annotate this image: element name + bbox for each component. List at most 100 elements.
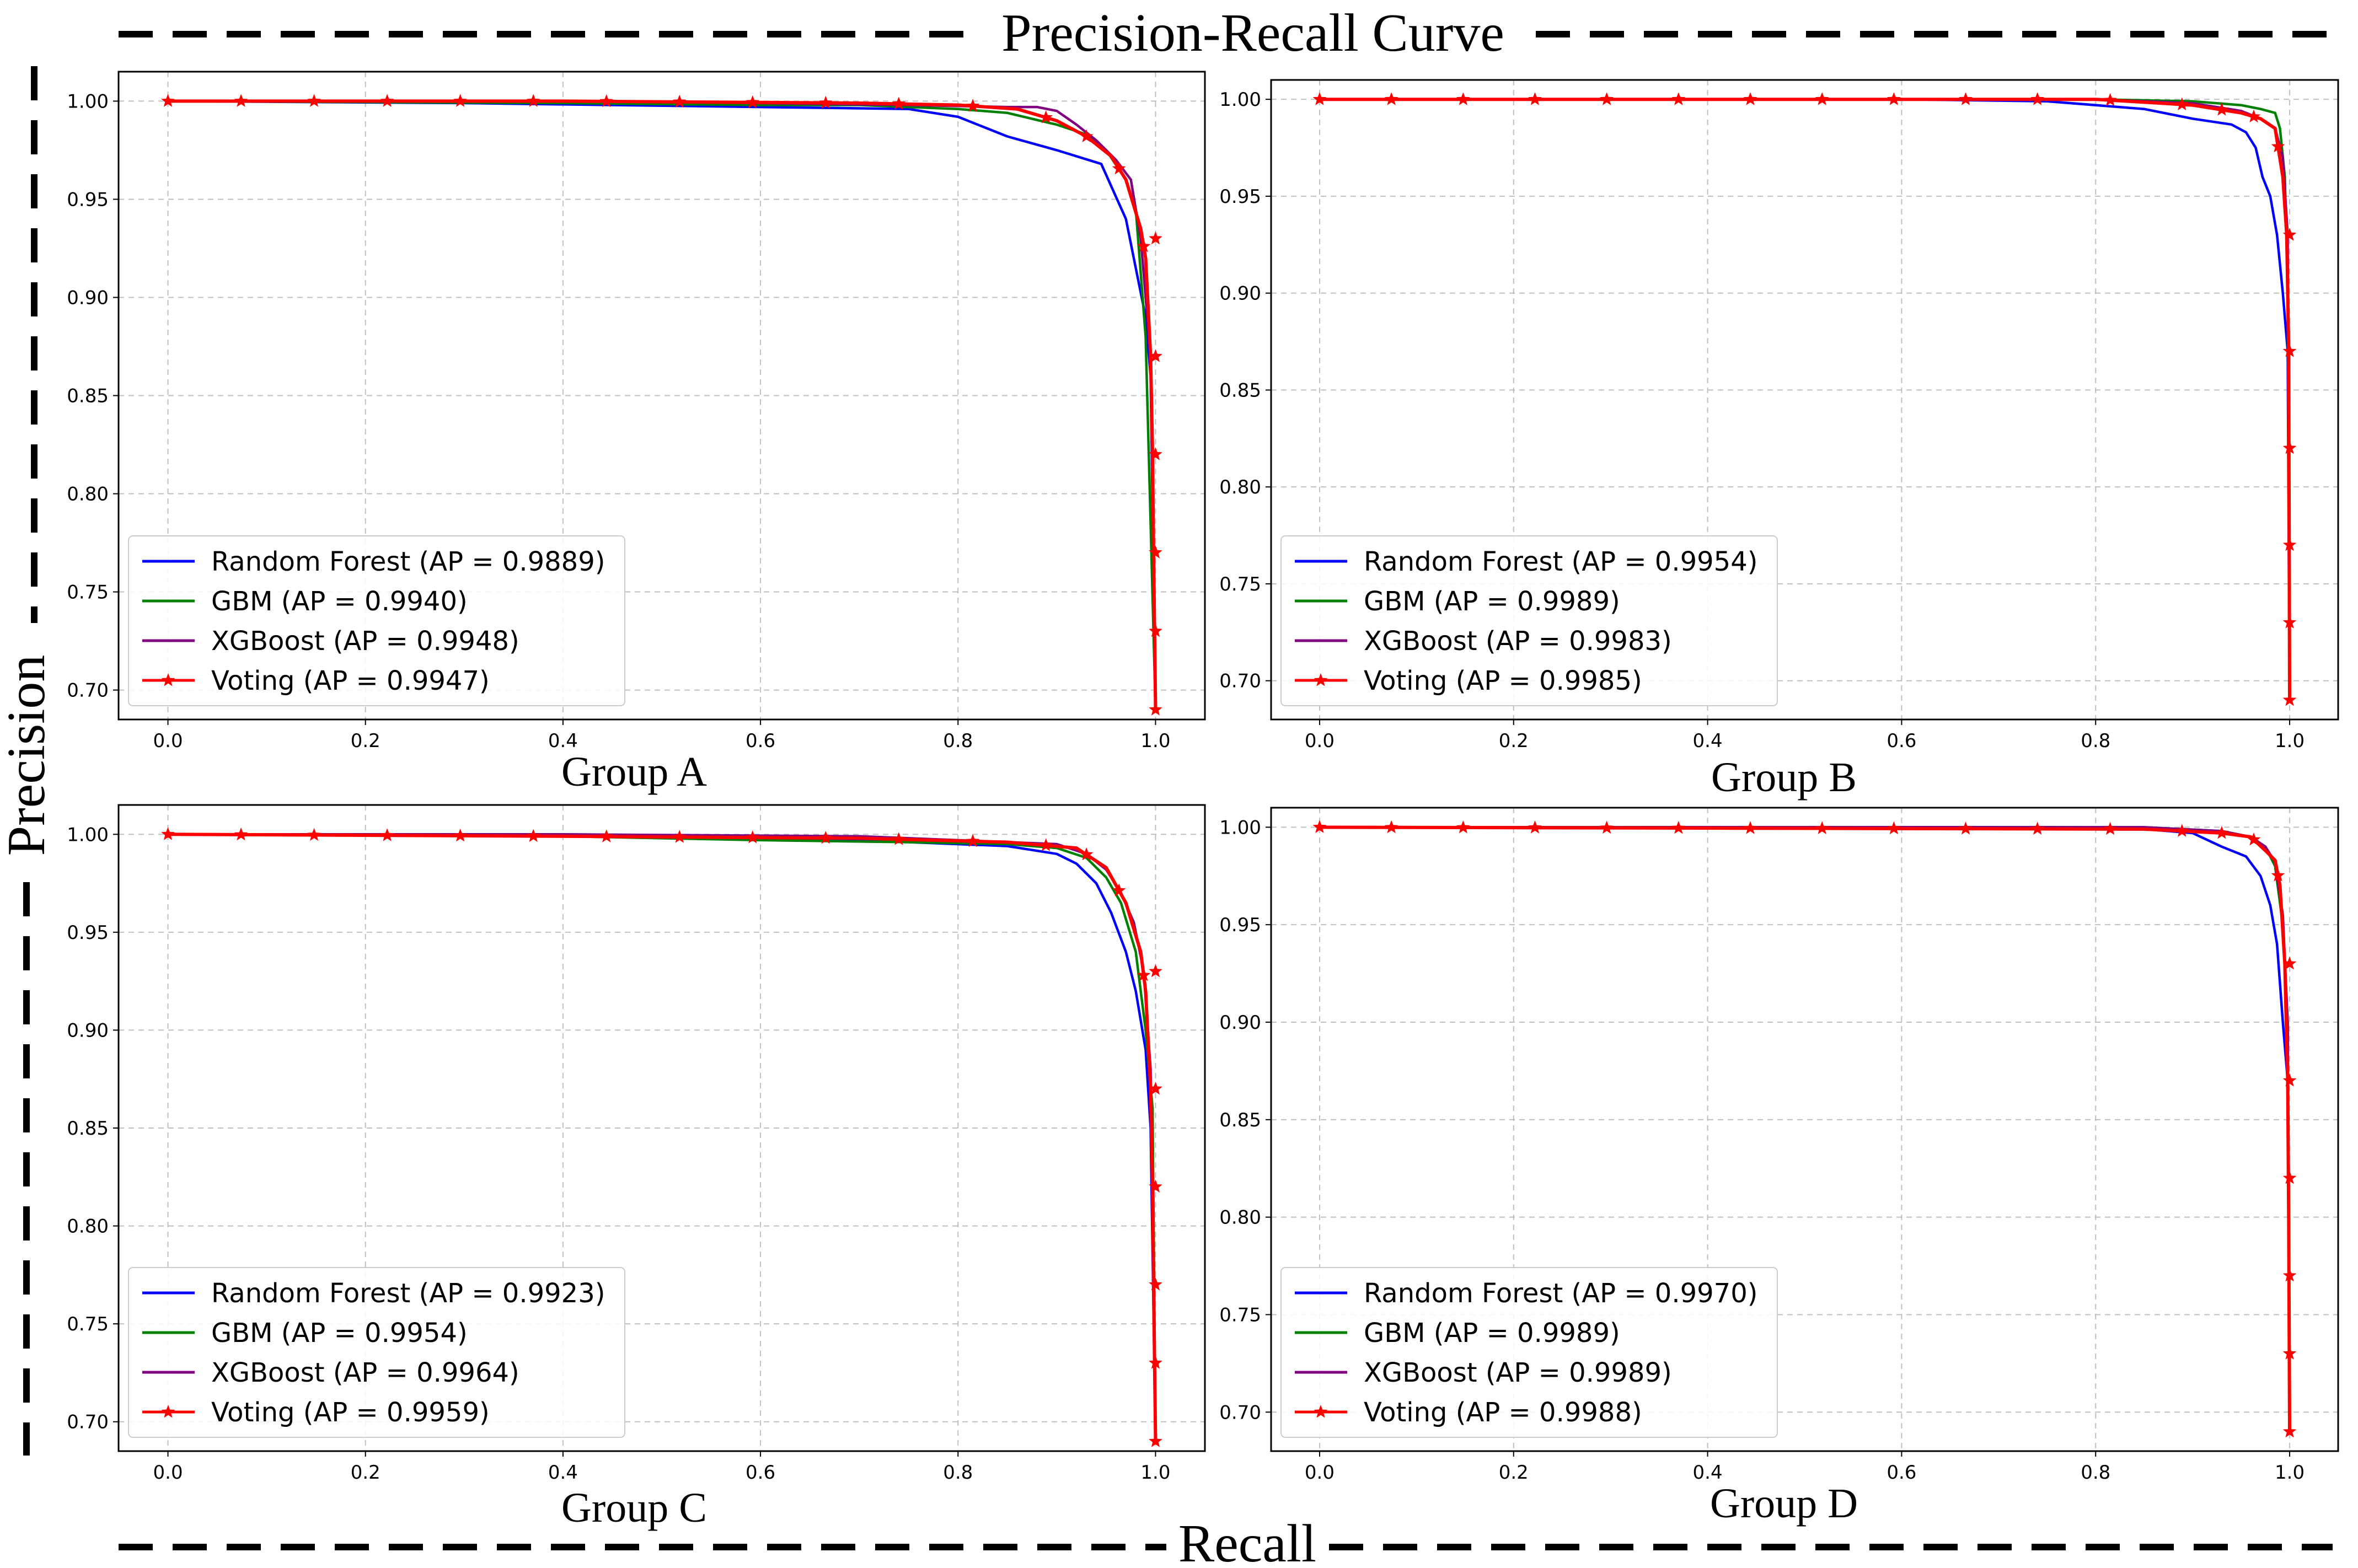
y-tick-label: 0.95 [67, 189, 109, 211]
voting-star-marker [2282, 441, 2297, 454]
legend-entry-label: Voting (AP = 0.9947) [211, 665, 490, 696]
voting-star-marker [1039, 110, 1053, 123]
voting-star-marker [1743, 92, 1757, 105]
legend-entry-label: GBM (AP = 0.9954) [211, 1318, 468, 1349]
voting-star-marker [526, 94, 540, 107]
voting-star-marker [892, 96, 906, 110]
voting-star-marker [1743, 821, 1757, 834]
y-tick-label: 0.70 [67, 680, 109, 702]
legend-entry-label: GBM (AP = 0.9989) [1364, 586, 1620, 617]
legend-box [128, 1267, 625, 1438]
y-tick-label: 0.85 [1219, 379, 1261, 401]
x-tick-label: 0.8 [2081, 1462, 2110, 1484]
legend-entry-label: Random Forest (AP = 0.9889) [211, 546, 605, 577]
y-tick-label: 1.00 [1219, 817, 1261, 839]
voting-star-marker [672, 830, 687, 843]
x-tick-label: 0.2 [1499, 1462, 1529, 1484]
voting-star-marker [966, 99, 980, 112]
voting-star-marker [599, 94, 614, 108]
voting-star-marker [1959, 92, 1973, 105]
voting-star-marker [2247, 833, 2261, 846]
voting-star-marker [2282, 956, 2297, 970]
series-line-random-forest [168, 833, 1157, 1442]
voting-star-marker [1149, 964, 1162, 978]
voting-star-marker [234, 94, 248, 107]
voting-star-marker [1149, 349, 1162, 362]
legend-entry-label: GBM (AP = 0.9940) [211, 586, 468, 617]
y-tick-label: 0.85 [1219, 1109, 1261, 1131]
voting-star-marker [161, 827, 175, 840]
voting-star-marker [2247, 109, 2261, 123]
voting-star-marker [1528, 92, 1542, 105]
legend-box [128, 535, 625, 706]
legend-entry-label: XGBoost (AP = 0.9948) [211, 626, 519, 657]
voting-star-marker [1887, 92, 1901, 105]
voting-star-marker [2282, 615, 2297, 629]
plot-frame [117, 804, 1206, 1452]
figure-title: Precision-Recall Curve [1001, 3, 1504, 63]
series-line-gbm [168, 833, 1157, 1442]
x-tick-label: 0.4 [548, 730, 578, 752]
x-tick-label: 0.0 [153, 1462, 183, 1484]
subplot-group-b: 0.0 0.2 0.4 0.6 0.8 1.0 0.70 0.75 0.80 0.85 0.90 0.… [1219, 79, 2339, 801]
voting-star-marker [526, 829, 540, 842]
voting-star-marker [1149, 1434, 1162, 1447]
series-line-random-forest [168, 100, 1157, 710]
voting-star-marker [2282, 1073, 2297, 1087]
voting-star-marker [1149, 1277, 1162, 1291]
series-line-voting [1320, 98, 2291, 700]
x-tick-label: 0.2 [1499, 730, 1529, 752]
series-line-voting [1319, 825, 2291, 1432]
y-tick-label: 0.80 [1219, 476, 1261, 498]
legend-star-icon [1314, 1405, 1328, 1418]
voting-star-marker [234, 827, 248, 841]
voting-star-marker [2215, 826, 2229, 839]
x-tick-label: 0.2 [351, 1462, 381, 1484]
x-tick-label: 0.4 [548, 1462, 578, 1484]
voting-star-marker [2175, 97, 2189, 111]
voting-star-marker [746, 830, 760, 844]
voting-star-marker [672, 94, 687, 108]
x-tick-label: 0.4 [1693, 1462, 1723, 1484]
y-axis-label: Precision [0, 655, 56, 856]
voting-star-marker [746, 95, 760, 109]
voting-star-marker [1149, 545, 1162, 559]
legend-star-icon [1314, 673, 1328, 686]
voting-star-marker [1149, 702, 1162, 716]
panel-title: Group C [561, 1485, 707, 1531]
legend-entry-label: Voting (AP = 0.9988) [1364, 1397, 1642, 1428]
voting-star-marker [1528, 820, 1542, 834]
voting-star-marker [1079, 847, 1094, 861]
y-tick-label: 0.75 [1219, 1304, 1261, 1326]
voting-star-marker [2282, 1346, 2297, 1360]
voting-star-marker [2030, 821, 2044, 835]
legend-box [1280, 535, 1778, 706]
voting-star-marker [2282, 1170, 2297, 1184]
voting-star-marker [966, 834, 980, 847]
x-tick-label: 1.0 [2275, 730, 2305, 752]
voting-star-marker [453, 94, 467, 107]
legend-entry-label: GBM (AP = 0.9989) [1364, 1318, 1620, 1349]
x-tick-label: 0.8 [2081, 730, 2110, 752]
voting-star-marker [1039, 838, 1053, 851]
panel-title: Group D [1710, 1480, 1858, 1527]
subplot-panels: 0.0 0.2 0.4 0.6 0.8 1.0 0.70 0.75 0.80 0.85 0.90 0.… [67, 71, 2339, 1531]
voting-star-marker [1112, 883, 1126, 896]
voting-star-marker [1456, 92, 1470, 105]
x-tick-label: 1.0 [1140, 730, 1170, 752]
x-tick-label: 0.0 [1305, 1462, 1335, 1484]
x-tick-label: 0.6 [1887, 1462, 1916, 1484]
panel-title: Group A [561, 749, 707, 795]
plot-frame [1270, 807, 2339, 1452]
y-tick-label: 0.75 [67, 582, 109, 604]
voting-star-marker [380, 828, 394, 841]
x-tick-label: 0.6 [746, 1462, 775, 1484]
x-tick-label: 1.0 [2275, 1462, 2305, 1484]
legend-star-icon [161, 1405, 175, 1418]
y-tick-label: 0.95 [1219, 914, 1261, 936]
voting-star-marker [1671, 92, 1686, 105]
voting-star-marker [1887, 821, 1901, 835]
voting-star-marker [1079, 129, 1094, 142]
y-tick-label: 0.90 [1219, 283, 1261, 305]
